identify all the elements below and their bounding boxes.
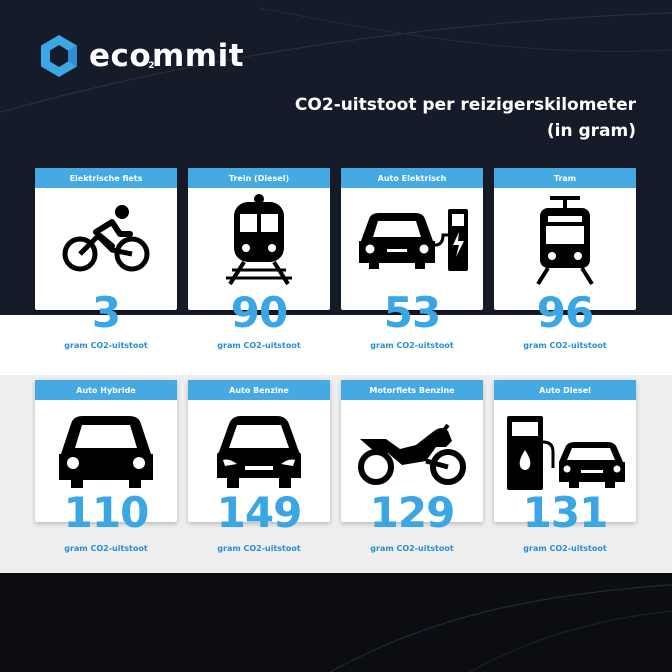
tram-icon: [536, 196, 594, 286]
unit-label: gram CO2-uitstoot: [217, 544, 301, 553]
card-petrol-car: Auto Benzine: [188, 380, 330, 522]
card-label: Motorfiets Benzine: [341, 380, 483, 400]
card-label: Auto Diesel: [494, 380, 636, 400]
fuel-car-icon: [507, 416, 625, 490]
card-value: 90: [230, 288, 288, 337]
card-value: 96: [536, 288, 594, 337]
decorative-lines-bottom: [329, 584, 672, 672]
card-value: 3: [91, 288, 121, 337]
card-petrol-motorcycle: Motorfiets Benzine: [341, 380, 483, 522]
card-diesel-car: Auto Diesel: [494, 380, 636, 522]
car-icon: [59, 416, 153, 488]
card-value: 53: [383, 288, 441, 337]
card-diesel-train: Trein (Diesel): [188, 168, 330, 310]
electric-car-icon: [359, 209, 468, 271]
decorative-lines: [0, 7, 672, 113]
bicycle-icon: [62, 205, 150, 272]
card-label: Tram: [494, 168, 636, 188]
brand-logo: eco2mmit: [36, 33, 244, 79]
card-label: Auto Hybride: [35, 380, 177, 400]
card-value: 149: [216, 488, 303, 537]
train-icon: [226, 194, 292, 286]
unit-label: gram CO2-uitstoot: [523, 341, 607, 350]
card-electric-bike: Elektrische fiets: [35, 168, 177, 310]
unit-label: gram CO2-uitstoot: [64, 544, 148, 553]
card-tram: Tram: [494, 168, 636, 310]
title-line-2: (in gram): [546, 121, 636, 141]
footer-background: [0, 573, 672, 672]
card-hybrid-car: Auto Hybride: [35, 380, 177, 522]
car-icon: [217, 416, 301, 488]
unit-label: gram CO2-uitstoot: [64, 341, 148, 350]
card-label: Auto Elektrisch: [341, 168, 483, 188]
card-value: 131: [522, 488, 609, 537]
unit-label: gram CO2-uitstoot: [523, 544, 607, 553]
brand-name: eco2mmit: [89, 38, 245, 74]
page-title: CO2-uitstoot per reizigerskilometer (in …: [216, 92, 636, 144]
motorcycle-icon: [358, 423, 466, 485]
unit-label: gram CO2-uitstoot: [217, 341, 301, 350]
card-value: 129: [369, 488, 456, 537]
unit-label: gram CO2-uitstoot: [370, 341, 454, 350]
card-value: 110: [63, 488, 150, 537]
unit-label: gram CO2-uitstoot: [370, 544, 454, 553]
card-label: Trein (Diesel): [188, 168, 330, 188]
card-electric-car: Auto Elektrisch: [341, 168, 483, 310]
card-label: Elektrische fiets: [35, 168, 177, 188]
title-line-1: CO2-uitstoot per reizigerskilometer: [294, 95, 636, 115]
card-label: Auto Benzine: [188, 380, 330, 400]
white-band: [0, 315, 672, 375]
hexagon-logo-icon: [41, 35, 77, 77]
